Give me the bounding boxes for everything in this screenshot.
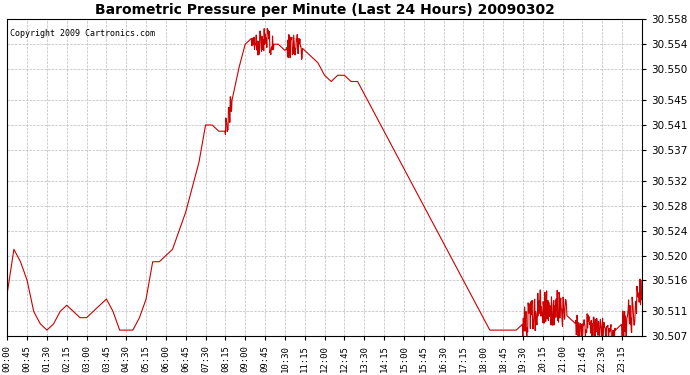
Text: Copyright 2009 Cartronics.com: Copyright 2009 Cartronics.com (10, 29, 155, 38)
Title: Barometric Pressure per Minute (Last 24 Hours) 20090302: Barometric Pressure per Minute (Last 24 … (95, 3, 555, 17)
